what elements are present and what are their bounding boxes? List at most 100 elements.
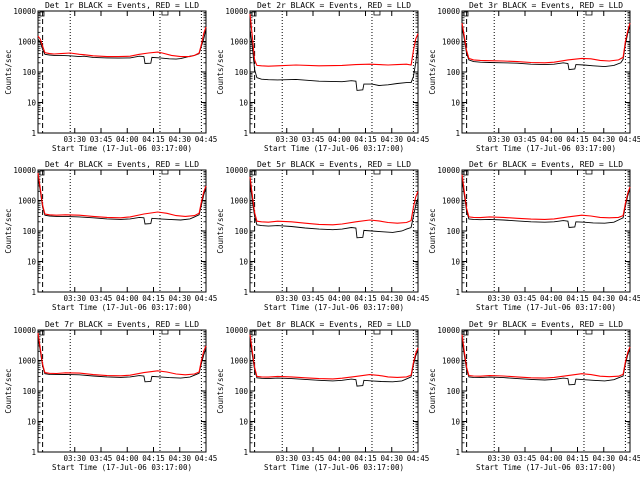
y-axis-label: Counts/sec [4,368,13,413]
events-series-line [249,29,419,91]
y-tick-label: 10 [239,258,249,267]
events-series-line [37,28,207,64]
y-tick-label: 1000 [442,197,461,206]
x-tick-label: 04:30 [592,135,615,144]
x-tick-label: 03:30 [487,294,510,303]
x-tick-label: 03:30 [487,135,510,144]
chart-title: Det 1r BLACK = Events, RED = LLD [45,1,199,10]
y-tick-label: 1 [243,288,248,297]
saa-marker [585,330,593,335]
x-axis-label: Start Time (17-Jul-06 03:17:00) [476,463,616,472]
saa-marker [373,11,381,16]
y-tick-label: 10000 [13,166,36,175]
y-tick-label: 10000 [437,7,460,16]
x-tick-label: 04:00 [540,135,563,144]
lld-series-line [461,22,631,64]
lld-series-line [37,26,207,58]
plot-frame [37,329,207,453]
y-tick-label: 10000 [225,326,248,335]
x-tick-label: 04:45 [619,135,640,144]
chart-title: Det 7r BLACK = Events, RED = LLD [45,320,199,329]
x-tick-label: 03:45 [514,135,537,144]
x-tick-label: 04:30 [380,294,403,303]
plot-frame [249,329,419,453]
y-axis-label: Counts/sec [428,368,437,413]
y-tick-label: 10 [27,99,37,108]
y-tick-label: 1 [243,129,248,138]
x-tick-label: 03:45 [302,135,325,144]
start-marker [251,11,257,17]
x-tick-label: 04:00 [328,454,351,463]
plot-frame [249,169,419,293]
x-tick-label: 04:15 [354,135,377,144]
start-marker [463,11,469,17]
y-axis-label: Counts/sec [216,368,225,413]
chart-title: Det 6r BLACK = Events, RED = LLD [469,160,623,169]
start-marker [39,330,45,336]
y-tick-label: 1 [455,448,460,457]
chart-panel-8: Det 8r BLACK = Events, RED = LLD 1 10 100 10… [216,320,429,472]
y-tick-label: 1 [243,448,248,457]
x-tick-label: 03:45 [90,454,113,463]
y-axis-label: Counts/sec [216,208,225,253]
lld-series-line [37,332,207,377]
x-tick-label: 03:30 [487,454,510,463]
x-tick-label: 03:45 [302,454,325,463]
chart-panel-7: Det 7r BLACK = Events, RED = LLD 1 10 100 10… [4,320,217,472]
y-tick-label: 1000 [230,38,249,47]
x-tick-label: 04:45 [407,294,430,303]
y-tick-label: 100 [234,227,248,236]
x-tick-label: 04:45 [619,454,640,463]
chart-panel-5: Det 5r BLACK = Events, RED = LLD 1 10 100 10… [216,160,429,312]
plot-frame [37,10,207,134]
x-tick-label: 04:00 [328,294,351,303]
x-tick-label: 04:00 [116,135,139,144]
x-tick-label: 03:30 [275,294,298,303]
x-tick-label: 03:45 [302,294,325,303]
lld-series-line [249,176,419,226]
plot-frame [461,329,631,453]
x-tick-label: 04:30 [592,454,615,463]
y-axis-label: Counts/sec [4,208,13,253]
chart-panel-1: Det 1r BLACK = Events, RED = LLD 1 10 100 10… [4,1,217,153]
x-tick-label: 04:15 [142,454,165,463]
plot-frame [37,169,207,293]
y-tick-label: 100 [22,387,36,396]
plot-frame [461,10,631,134]
y-tick-label: 10000 [437,326,460,335]
lld-series-line [37,172,207,219]
plot-frame [249,10,419,134]
events-series-line [461,24,631,71]
y-tick-label: 1 [455,288,460,297]
x-axis-label: Start Time (17-Jul-06 03:17:00) [264,144,404,153]
chart-title: Det 2r BLACK = Events, RED = LLD [257,1,411,10]
start-marker [39,11,45,17]
saa-marker [373,170,381,175]
saa-marker [373,330,381,335]
chart-title: Det 5r BLACK = Events, RED = LLD [257,160,411,169]
x-tick-label: 04:30 [380,135,403,144]
x-tick-label: 04:30 [168,454,191,463]
y-axis-label: Counts/sec [428,208,437,253]
x-tick-label: 04:15 [566,454,589,463]
x-tick-label: 04:00 [540,294,563,303]
x-tick-label: 03:30 [63,135,86,144]
start-marker [463,330,469,336]
chart-title: Det 8r BLACK = Events, RED = LLD [257,320,411,329]
start-marker [463,170,469,176]
x-tick-label: 04:45 [195,135,218,144]
chart-title: Det 9r BLACK = Events, RED = LLD [469,320,623,329]
x-tick-label: 03:30 [63,294,86,303]
y-tick-label: 1 [31,288,36,297]
y-tick-label: 1000 [18,197,37,206]
x-tick-label: 03:30 [63,454,86,463]
chart-title: Det 3r BLACK = Events, RED = LLD [469,1,623,10]
x-tick-label: 04:45 [407,135,430,144]
chart-panel-2: Det 2r BLACK = Events, RED = LLD 1 10 100 10… [216,1,429,153]
y-tick-label: 10000 [13,7,36,16]
x-axis-label: Start Time (17-Jul-06 03:17:00) [264,463,404,472]
x-tick-label: 04:30 [168,294,191,303]
y-tick-label: 10 [27,258,37,267]
y-tick-label: 100 [446,227,460,236]
